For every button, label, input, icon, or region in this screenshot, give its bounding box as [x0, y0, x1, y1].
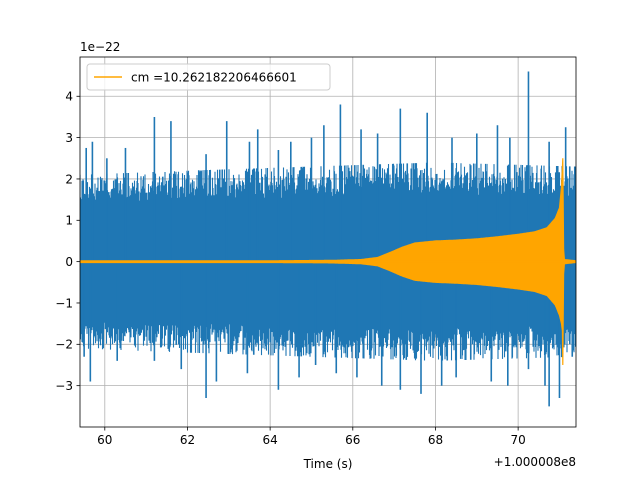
y-tick-label: 0	[65, 255, 73, 269]
x-tick-label: 68	[428, 433, 443, 447]
y-scale-label: 1e−22	[80, 40, 120, 54]
x-tick-label: 62	[180, 433, 195, 447]
x-offset-label: +1.000008e8	[494, 455, 576, 469]
y-tick-label: −1	[55, 296, 73, 310]
plot-area	[80, 71, 576, 407]
y-tick-label: 4	[65, 90, 73, 104]
y-tick-label: 3	[65, 131, 73, 145]
x-tick-label: 60	[97, 433, 112, 447]
x-tick-label: 66	[345, 433, 360, 447]
x-tick-label: 64	[262, 433, 277, 447]
x-axis-label: Time (s)	[303, 457, 353, 471]
y-tick-label: −3	[55, 379, 73, 393]
y-tick-label: −2	[55, 338, 73, 352]
legend: cm =10.262182206466601	[86, 63, 331, 91]
ticks: 60 62 64 66 68 70 −3 −2 −1 0 1 2 3 4	[55, 90, 525, 447]
axes-frame	[79, 56, 577, 428]
y-tick-label: 1	[65, 214, 73, 228]
legend-frame	[86, 63, 331, 91]
y-tick-label: 2	[65, 172, 73, 186]
x-tick-label: 70	[510, 433, 525, 447]
legend-label-cm: cm =10.262182206466601	[131, 71, 297, 85]
